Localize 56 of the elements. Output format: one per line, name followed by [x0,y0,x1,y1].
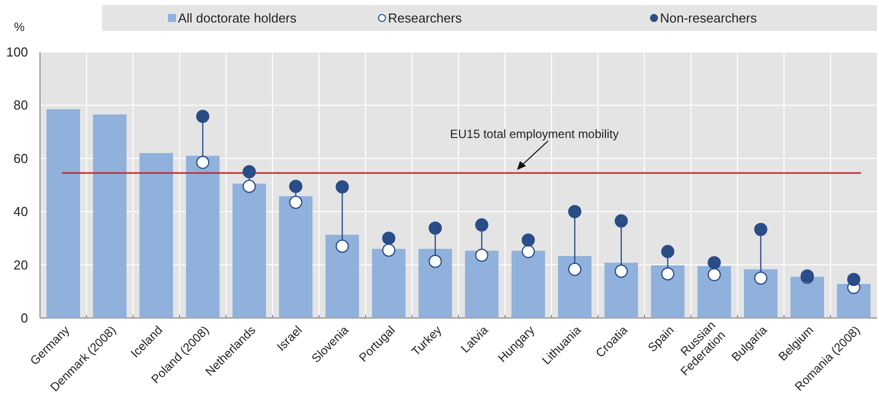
y-tick-label: 0 [20,310,28,326]
point [708,256,721,270]
bar [651,265,684,318]
y-tick-label: 80 [14,98,28,113]
legend-label: All doctorate holders [178,10,298,26]
y-tick-label: 20 [14,257,28,272]
bar [372,248,406,318]
legend-label: Non-researchers [660,10,758,26]
point [661,267,674,280]
y-tick-label: 60 [14,150,28,166]
point [614,214,628,228]
point [289,196,302,209]
point [336,240,349,253]
bar [512,250,545,318]
point [754,222,768,236]
point [196,110,210,123]
legend-label: Researchers [388,10,462,26]
point [242,165,256,178]
bar [140,153,173,318]
ref-line-label: EU15 total employment mobility [450,127,619,141]
y-tick-label: 100 [6,44,28,60]
bar [46,109,80,318]
bar [790,276,824,318]
bar [837,284,870,318]
point [522,233,535,247]
point [428,254,442,268]
point [522,244,535,258]
bar [232,184,266,318]
bar [326,234,359,318]
point [475,248,488,262]
point [382,232,396,245]
y-tick-label: 40 [14,204,28,220]
point [754,272,768,285]
y-axis-title: % [14,20,25,34]
bar [604,262,638,318]
bar [558,256,592,318]
point [196,156,210,169]
bar [279,196,312,318]
bar [465,250,498,318]
point [289,180,302,193]
bar [93,114,126,318]
point [847,272,860,286]
bar [698,266,731,318]
point [242,180,256,193]
bar [186,156,220,318]
bar [418,248,452,318]
point [708,268,721,282]
point [428,221,442,235]
point [382,244,396,257]
point [336,180,349,194]
point [661,244,674,258]
point [475,218,488,232]
point [614,264,628,278]
point [568,205,582,218]
bar [744,269,778,318]
point [568,262,582,276]
